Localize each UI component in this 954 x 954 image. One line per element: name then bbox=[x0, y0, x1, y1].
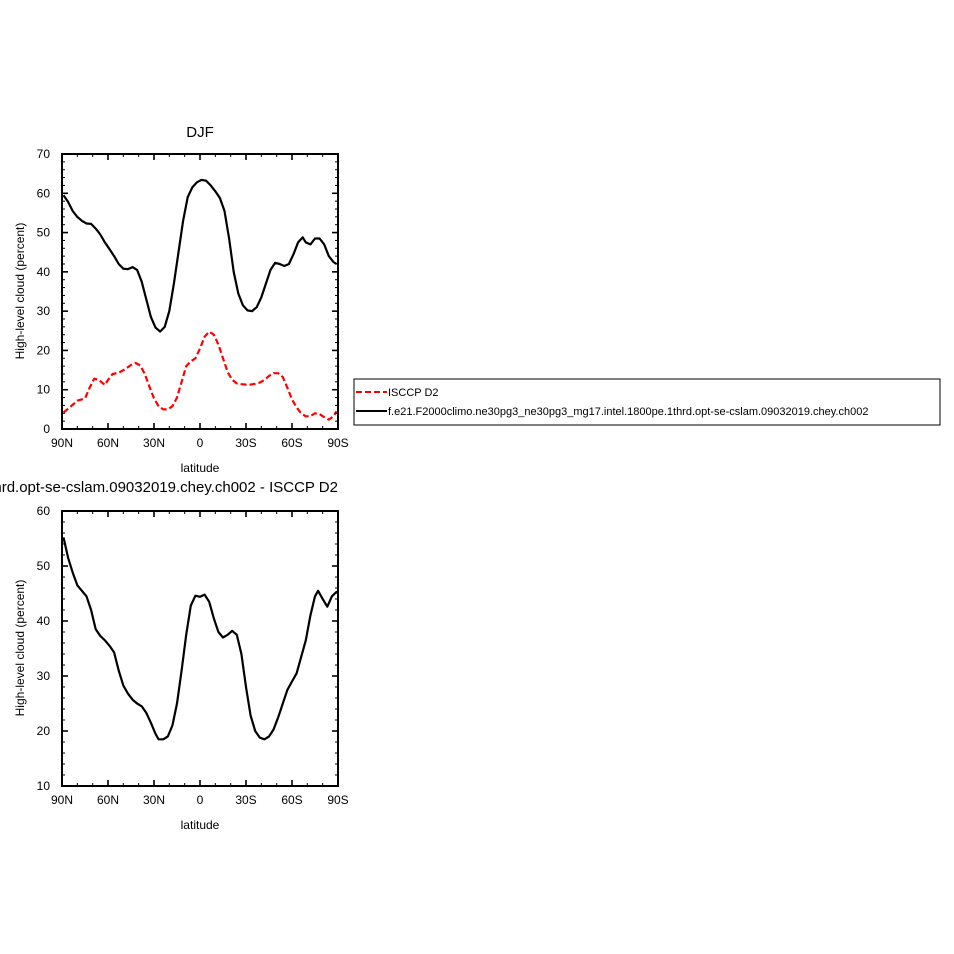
top-x-tick-label-4: 30S bbox=[235, 436, 256, 450]
bottom-y-tick-label-0: 10 bbox=[37, 779, 51, 793]
top-x-tick-label-6: 90S bbox=[327, 436, 348, 450]
top-series-1-line bbox=[62, 178, 338, 333]
bottom-x-tick-label-5: 60S bbox=[281, 793, 302, 807]
legend-label-model: f.e21.F2000climo.ne30pg3_ne30pg3_mg17.in… bbox=[388, 406, 868, 418]
top-x-tick-label-2: 30N bbox=[143, 436, 165, 450]
bottom-x-tick-label-4: 30S bbox=[235, 793, 256, 807]
top-panel: DJF 0 10 20 30 40 50 60 70 90N 60N 30N 0 30S 60S 90S l… bbox=[13, 124, 349, 475]
top-y-tick-label-0: 0 bbox=[43, 422, 50, 436]
bottom-x-tick-label-2: 30N bbox=[143, 793, 165, 807]
bottom-series-0-line bbox=[62, 537, 338, 741]
bottom-x-tick-label-0: 90N bbox=[51, 793, 73, 807]
bottom-chart-title: f.e21.F2000climo.ne30pg3_ne30pg3_mg17.in… bbox=[0, 479, 338, 496]
top-plot-area: 0 10 20 30 40 50 60 70 90N 60N 30N 0 30S 60S 90S bbox=[37, 147, 349, 450]
top-y-tick-label-2: 20 bbox=[37, 343, 51, 357]
bottom-plot-area: 10 20 30 40 50 60 90N 60N 30N 0 30S 60S 90S bbox=[37, 504, 349, 807]
top-y-tick-label-1: 10 bbox=[37, 383, 51, 397]
bottom-plot-frame bbox=[61, 510, 339, 787]
bottom-x-tick-label-1: 60N bbox=[97, 793, 119, 807]
legend-box bbox=[353, 378, 941, 426]
bottom-y-tick-label-1: 20 bbox=[37, 724, 51, 738]
bottom-panel: f.e21.F2000climo.ne30pg3_ne30pg3_mg17.in… bbox=[0, 479, 349, 832]
bottom-y-tick-label-5: 60 bbox=[37, 504, 51, 518]
legend: ISCCP D2 f.e21.F2000climo.ne30pg3_ne30pg… bbox=[353, 378, 941, 426]
bottom-x-tick-label-3: 0 bbox=[197, 793, 204, 807]
bottom-y-tick-label-4: 50 bbox=[37, 559, 51, 573]
bottom-x-tick-label-6: 90S bbox=[327, 793, 348, 807]
bottom-y-tick-label-3: 40 bbox=[37, 614, 51, 628]
top-series-0-line bbox=[62, 330, 338, 421]
top-x-tick-label-5: 60S bbox=[281, 436, 302, 450]
top-y-tick-label-5: 50 bbox=[37, 226, 51, 240]
top-y-tick-label-6: 60 bbox=[37, 186, 51, 200]
legend-label-isccp: ISCCP D2 bbox=[388, 387, 439, 399]
top-x-tick-label-3: 0 bbox=[197, 436, 204, 450]
top-y-tick-label-7: 70 bbox=[37, 147, 51, 161]
top-y-tick-label-4: 40 bbox=[37, 265, 51, 279]
top-x-axis-label: latitude bbox=[181, 461, 220, 475]
bottom-y-axis-label: High-level cloud (percent) bbox=[13, 580, 27, 717]
bottom-x-axis-label: latitude bbox=[181, 818, 220, 832]
top-x-tick-label-1: 60N bbox=[97, 436, 119, 450]
top-x-tick-label-0: 90N bbox=[51, 436, 73, 450]
top-plot-frame bbox=[61, 153, 339, 430]
bottom-y-tick-label-2: 30 bbox=[37, 669, 51, 683]
top-y-axis-label: High-level cloud (percent) bbox=[13, 223, 27, 360]
top-chart-title: DJF bbox=[186, 124, 214, 141]
top-y-tick-label-3: 30 bbox=[37, 304, 51, 318]
